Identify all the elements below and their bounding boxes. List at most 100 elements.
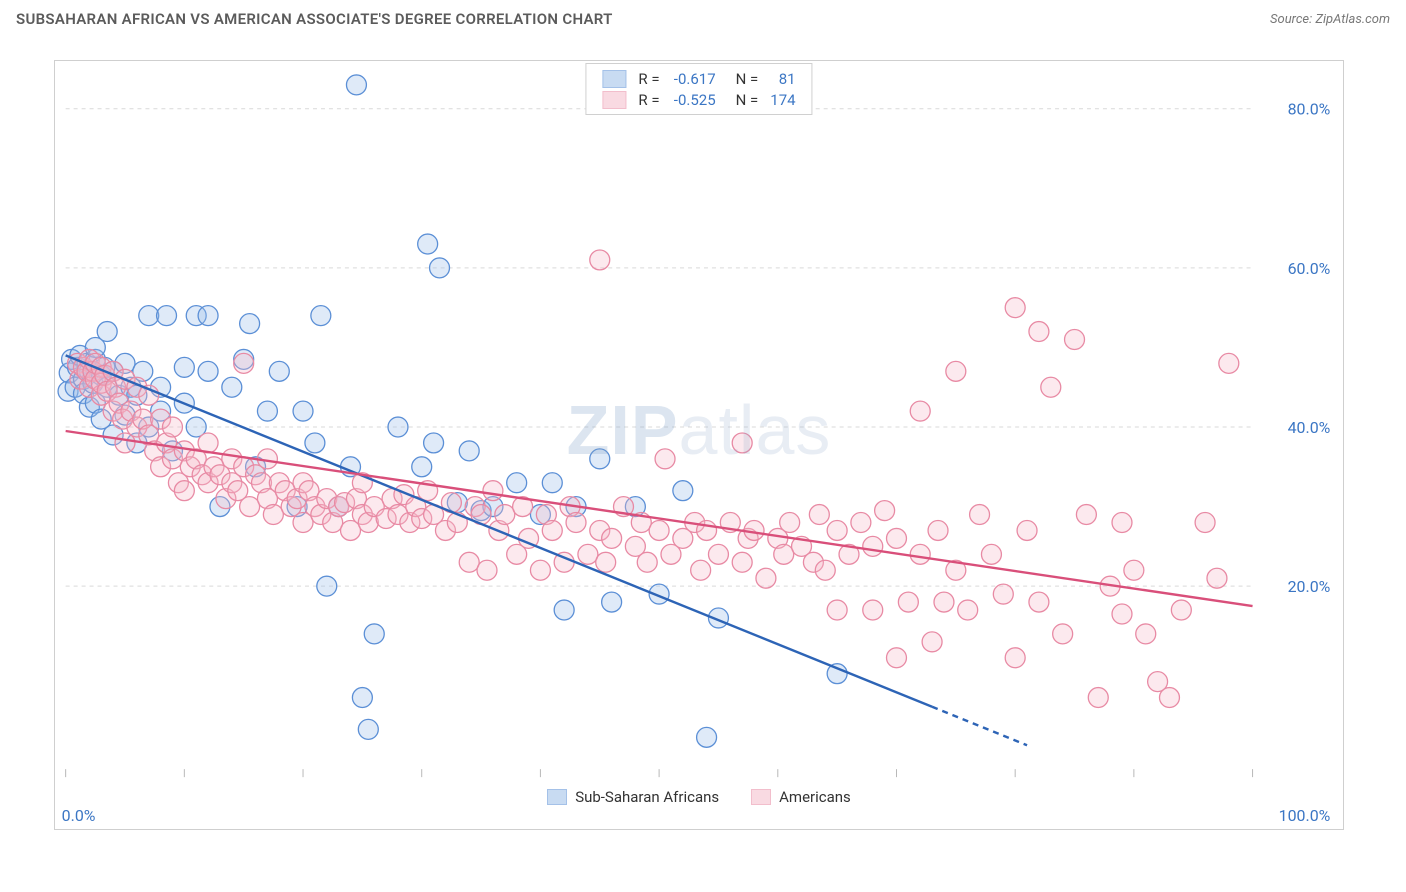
legend-label: Sub-Saharan Africans xyxy=(575,788,719,806)
data-point xyxy=(922,632,942,652)
data-point xyxy=(477,560,497,580)
legend-label: Americans xyxy=(779,788,851,806)
data-point xyxy=(602,592,622,612)
data-point xyxy=(1160,688,1180,708)
data-point xyxy=(174,357,194,377)
data-point xyxy=(412,457,432,477)
legend-stats-table: R =-0.617N =81R =-0.525N =174 xyxy=(596,68,801,110)
data-point xyxy=(566,513,586,533)
data-point xyxy=(263,505,283,525)
data-point xyxy=(1088,688,1108,708)
trend-line-dashed xyxy=(932,707,1027,746)
data-point xyxy=(495,505,515,525)
data-point xyxy=(981,544,1001,564)
data-point xyxy=(305,433,325,453)
data-point xyxy=(240,314,260,334)
y-tick-label: 80.0% xyxy=(1288,100,1331,119)
data-point xyxy=(910,401,930,421)
r-value: -0.525 xyxy=(666,89,722,110)
data-point xyxy=(174,481,194,501)
legend-swatch xyxy=(751,789,771,805)
data-point xyxy=(863,536,883,556)
data-point xyxy=(827,600,847,620)
data-point xyxy=(1005,298,1025,318)
data-point xyxy=(1065,330,1085,350)
data-point xyxy=(293,401,313,421)
legend-swatch xyxy=(602,70,626,88)
data-point xyxy=(459,441,479,461)
data-point xyxy=(352,688,372,708)
data-point xyxy=(851,513,871,533)
r-label: R = xyxy=(632,68,665,89)
data-point xyxy=(430,258,450,278)
data-point xyxy=(1029,592,1049,612)
plot-area: 20.0%40.0%60.0%80.0%0.0%100.0% ZIPatlas … xyxy=(54,60,1344,830)
data-point xyxy=(1041,377,1061,397)
data-point xyxy=(774,544,794,564)
data-point xyxy=(162,417,182,437)
data-point xyxy=(97,322,117,342)
data-point xyxy=(139,306,159,326)
data-point xyxy=(198,361,218,381)
data-point xyxy=(542,473,562,493)
data-point xyxy=(1219,353,1239,373)
data-point xyxy=(554,600,574,620)
data-point xyxy=(1112,513,1132,533)
data-point xyxy=(756,568,776,588)
data-point xyxy=(958,600,978,620)
data-point xyxy=(1017,520,1037,540)
data-point xyxy=(946,361,966,381)
scatter-plot: 20.0%40.0%60.0%80.0%0.0%100.0% xyxy=(55,61,1343,829)
n-label: N = xyxy=(722,68,765,89)
data-point xyxy=(1136,624,1156,644)
data-point xyxy=(1124,560,1144,580)
legend-item: Americans xyxy=(751,788,851,806)
data-point xyxy=(257,401,277,421)
data-point xyxy=(590,449,610,469)
legend-stats: R =-0.617N =81R =-0.525N =174 xyxy=(585,63,812,115)
data-point xyxy=(1207,568,1227,588)
data-point xyxy=(910,544,930,564)
source: Source: ZipAtlas.com xyxy=(1270,12,1390,27)
data-point xyxy=(898,592,918,612)
data-point xyxy=(269,361,289,381)
data-point xyxy=(590,250,610,270)
data-point xyxy=(732,552,752,572)
legend-item: Sub-Saharan Africans xyxy=(547,788,719,806)
data-point xyxy=(637,552,657,572)
y-tick-label: 60.0% xyxy=(1288,259,1331,278)
data-point xyxy=(827,520,847,540)
y-tick-label: 40.0% xyxy=(1288,418,1331,437)
data-point xyxy=(708,544,728,564)
trend-line xyxy=(66,355,932,706)
data-point xyxy=(863,600,883,620)
data-point xyxy=(1029,322,1049,342)
data-point xyxy=(346,75,366,95)
data-point xyxy=(364,624,384,644)
data-point xyxy=(1112,604,1132,624)
data-point xyxy=(887,528,907,548)
legend-series: Sub-Saharan Africans Americans xyxy=(55,788,1343,809)
data-point xyxy=(815,560,835,580)
data-point xyxy=(483,481,503,501)
data-point xyxy=(928,520,948,540)
data-point xyxy=(424,433,444,453)
data-point xyxy=(887,648,907,668)
data-point xyxy=(934,592,954,612)
data-point xyxy=(780,513,800,533)
data-point xyxy=(388,417,408,437)
data-point xyxy=(198,306,218,326)
data-point xyxy=(1195,513,1215,533)
data-point xyxy=(691,560,711,580)
data-point xyxy=(418,234,438,254)
n-value: 81 xyxy=(764,68,801,89)
data-point xyxy=(697,727,717,747)
data-point xyxy=(240,497,260,517)
data-point xyxy=(1171,600,1191,620)
header: SUBSAHARAN AFRICAN VS AMERICAN ASSOCIATE… xyxy=(0,0,1406,34)
n-value: 174 xyxy=(764,89,801,110)
data-point xyxy=(732,433,752,453)
data-point xyxy=(970,505,990,525)
data-point xyxy=(358,719,378,739)
data-point xyxy=(673,481,693,501)
